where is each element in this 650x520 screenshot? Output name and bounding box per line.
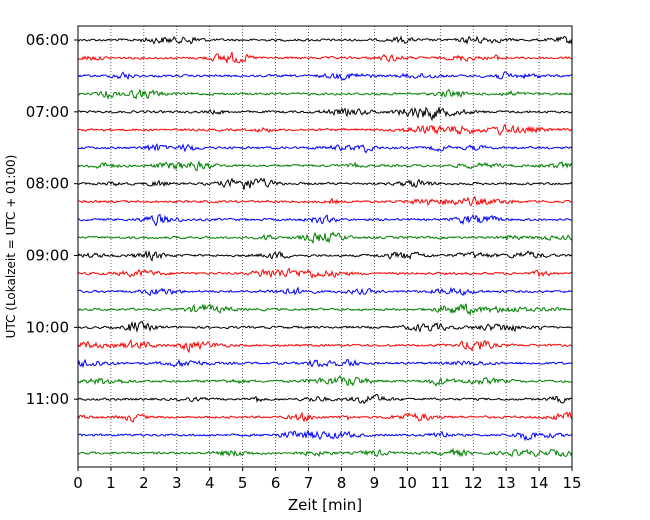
trace-row (77, 429, 573, 442)
y-tick-label: 10:00 (26, 318, 69, 336)
trace-row (77, 213, 573, 227)
trace-row (77, 320, 573, 334)
trace-row (77, 143, 573, 154)
trace-row (77, 358, 573, 369)
x-axis-ticks: 0 1 2 3 4 5 6 7 8 9 10 11 12 13 14 15 (73, 467, 582, 492)
x-gridlines (110, 26, 540, 467)
trace-row (77, 286, 573, 297)
trace-row (77, 303, 573, 317)
trace-row (77, 160, 573, 172)
trace-row (77, 339, 573, 354)
y-axis-ticks: 06:00 07:00 08:00 09:00 10:00 11:00 (26, 31, 78, 408)
x-tick-label: 0 (73, 474, 83, 492)
trace-row (77, 177, 573, 190)
trace-row (77, 123, 573, 136)
trace-row (77, 267, 573, 280)
trace-row (77, 231, 573, 245)
y-tick-label: 08:00 (26, 175, 69, 193)
x-tick-label: 10 (398, 474, 417, 492)
y-tick-label: 06:00 (26, 31, 69, 49)
trace-row (77, 51, 573, 64)
x-tick-label: 7 (304, 474, 314, 492)
x-tick-label: 13 (497, 474, 516, 492)
y-tick-label: 11:00 (26, 390, 69, 408)
x-tick-label: 8 (337, 474, 347, 492)
trace-row (77, 35, 573, 45)
trace-row (77, 71, 573, 81)
plot-frame (77, 25, 573, 468)
x-tick-label: 4 (205, 474, 215, 492)
x-tick-label: 3 (172, 474, 182, 492)
trace-row (77, 88, 573, 100)
x-tick-label: 1 (106, 474, 116, 492)
x-tick-label: 15 (562, 474, 581, 492)
seismic-traces (77, 35, 573, 458)
x-tick-label: 6 (271, 474, 281, 492)
x-tick-label: 12 (464, 474, 483, 492)
x-tick-label: 9 (370, 474, 380, 492)
x-tick-label: 11 (431, 474, 450, 492)
trace-row (77, 411, 573, 423)
trace-row (77, 195, 573, 207)
y-tick-label: 09:00 (26, 247, 69, 265)
x-tick-label: 2 (139, 474, 149, 492)
y-axis-label: UTC (Lokalzeit = UTC + 01:00) (4, 155, 18, 339)
trace-row (77, 249, 573, 262)
trace-row (77, 374, 573, 387)
trace-row (77, 393, 573, 405)
x-tick-label: 5 (238, 474, 248, 492)
y-tick-label: 07:00 (26, 103, 69, 121)
x-tick-label: 14 (530, 474, 549, 492)
x-axis-label: Zeit [min] (288, 496, 362, 514)
trace-row (77, 447, 573, 458)
trace-row (77, 106, 573, 122)
